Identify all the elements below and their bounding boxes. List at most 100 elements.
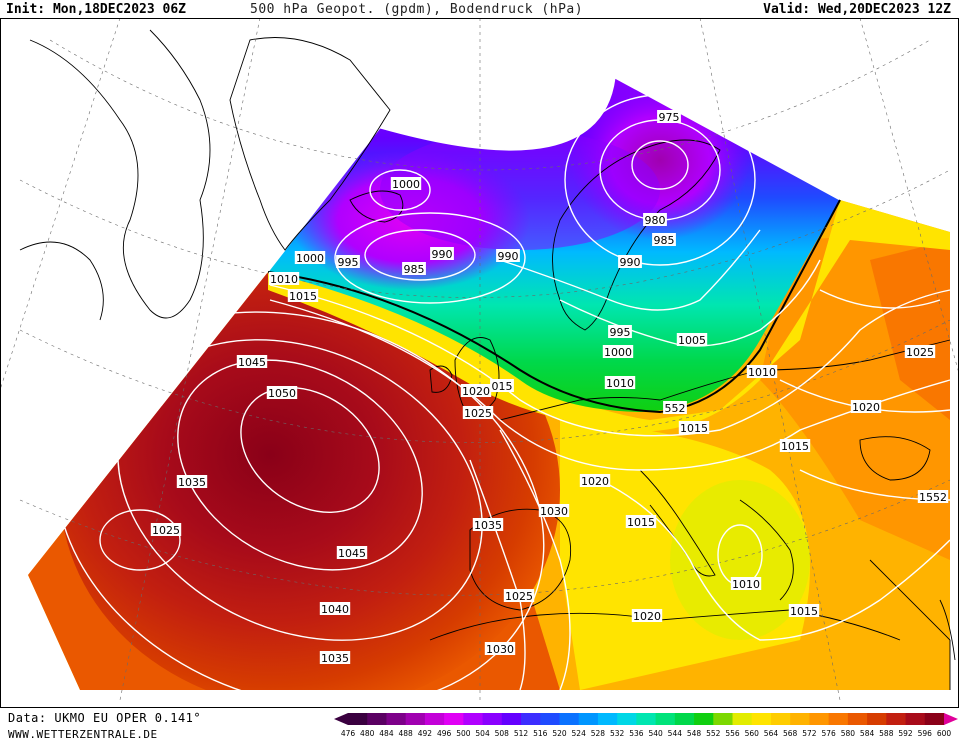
colorbar-swatch [655,713,676,725]
pressure-label: 552 [665,402,686,415]
pressure-label: 1552 [919,491,947,504]
colorbar-tick-label: 560 [745,729,760,738]
pressure-label: 1015 [680,422,708,435]
pressure-label-box [319,602,351,615]
colorbar-tick-label: 504 [475,729,490,738]
colorbar-tick-label: 580 [841,729,856,738]
pressure-label-box [294,251,326,264]
pressure-label-box [268,272,300,285]
colorbar-tick-label: 556 [725,729,740,738]
colorbar-swatch [617,713,637,725]
pressure-label: 1025 [152,524,180,537]
graticule [0,18,959,701]
pressure-label-box [608,325,632,338]
pressure-label-box [788,604,820,617]
pressure-label: 1040 [321,603,349,616]
colorbar-swatch [809,713,830,725]
pressure-label: 1020 [462,385,490,398]
pressure-label: 990 [432,248,453,261]
pressure-label: 1015 [289,290,317,303]
pressure-label: 1035 [321,652,349,665]
pressure-label: 1010 [748,366,776,379]
pressure-label-box [579,474,611,487]
pressure-label: 1010 [732,578,760,591]
colorbar-swatch [828,713,849,725]
pressure-label-box [746,365,778,378]
init-time: Init: Mon,18DEC2023 06Z [6,2,187,17]
pressure-label-box [390,177,422,190]
colorbar-swatch [886,713,907,725]
pressure-label-box [430,247,454,260]
pressure-label-box [663,401,687,414]
colorbar-swatch [386,713,407,725]
pressure-label-box [462,406,494,419]
pressure-label-box [503,589,535,602]
colorbar-tick-label: 576 [821,729,836,738]
pressure-label-box [490,379,514,392]
pressure-label: 1020 [581,475,609,488]
pressure-label-box [618,255,642,268]
colorbar-swatch [905,713,926,725]
pressure-label: 015 [492,380,513,393]
colorbar-swatch [463,713,484,725]
isohypse-552 [267,199,841,414]
colorbar-swatch [367,713,387,725]
colorbar-tick-label: 520 [552,729,567,738]
pressure-label-box [150,523,182,536]
colorbar-swatch [867,713,887,725]
pressure-label: 980 [645,214,666,227]
pressure-label: 1035 [178,476,206,489]
data-source: Data: UKMO EU OPER 0.141° [8,711,202,725]
colorbar-swatch [694,713,714,725]
colorbar: 476 480 484 488 492 496 500 504 508 512 516 520 524 5… [334,713,958,738]
colorbar-tick-label: 540 [648,729,663,738]
colorbar-swatch [405,713,426,725]
pressure-label-box [402,262,426,275]
pressure-label: 995 [338,256,359,269]
colorbar-tick-label: 544 [668,729,683,738]
colorbar-tick-label: 476 [341,729,356,738]
weather-map: 975 980 985 990 990 990 985 995 1000 1000 995 1000 1… [0,18,959,708]
pressure-label-box [625,515,657,528]
colorbar-swatch [597,713,618,725]
pressure-label: 1045 [338,547,366,560]
colorbar-tick-label: 588 [879,729,894,738]
pressure-label: 1000 [296,252,324,265]
colorbar-tick-label: 500 [456,729,471,738]
colorbar-swatch [636,713,657,725]
pressure-label: 990 [620,256,641,269]
pressure-label-box [538,504,570,517]
pressure-label: 1045 [238,356,266,369]
pressure-label: 1025 [505,590,533,603]
pressure-label-box [266,386,298,399]
pressure-label: 1030 [540,505,568,518]
colorbar-swatch [713,713,734,725]
pressure-label-box [336,255,360,268]
colorbar-right-arrow [944,713,958,725]
colorbar-tick-label: 552 [706,729,721,738]
pressure-label: 990 [498,250,519,263]
colorbar-swatch [924,713,945,725]
colorbar-swatch [732,713,753,725]
map-title: 500 hPa Geopot. (gpdm), Bodendruck (hPa) [250,2,584,17]
pressure-label: 985 [404,263,425,276]
sector-border [267,77,841,273]
pressure-label: 1010 [606,377,634,390]
pressure-label-box [496,249,520,262]
pressure-label-box [484,642,516,655]
pressure-label: 1010 [270,273,298,286]
colorbar-tick-label: 524 [572,729,587,738]
pressure-label-box [604,376,636,389]
pressure-label: 1000 [392,178,420,191]
valid-time: Valid: Wed,20DEC2023 12Z [763,2,951,17]
colorbar-tick-label: 484 [379,729,394,738]
pressure-label: 1025 [464,407,492,420]
pressure-label-box [657,110,681,123]
colorbar-tick-label: 492 [418,729,433,738]
pressure-label-box [176,475,208,488]
colorbar-left-arrow [334,713,348,725]
colorbar-swatch [790,713,810,725]
colorbar-swatch [751,713,772,725]
pressure-label-box [779,439,811,452]
colorbar-tick-label: 536 [629,729,644,738]
